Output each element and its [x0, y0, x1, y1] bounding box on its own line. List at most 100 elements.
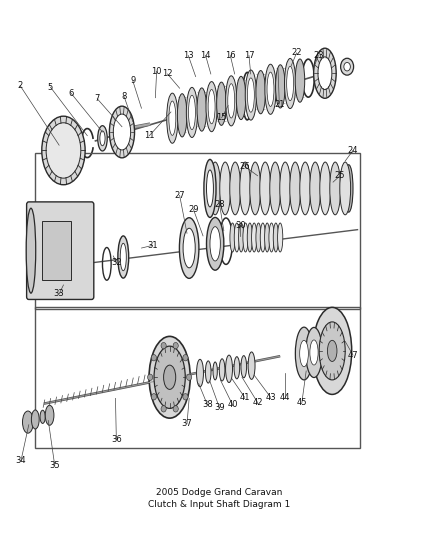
Ellipse shape [22, 411, 33, 433]
Ellipse shape [264, 64, 276, 115]
Ellipse shape [206, 217, 223, 270]
Ellipse shape [238, 223, 243, 252]
Ellipse shape [343, 62, 350, 71]
Text: 36: 36 [111, 435, 121, 444]
Text: 23: 23 [312, 51, 323, 60]
Ellipse shape [31, 410, 39, 429]
Ellipse shape [219, 162, 230, 215]
Ellipse shape [247, 223, 252, 252]
Ellipse shape [179, 217, 198, 278]
Ellipse shape [289, 162, 300, 215]
Ellipse shape [186, 87, 197, 138]
Ellipse shape [154, 346, 185, 408]
Ellipse shape [266, 72, 273, 107]
Text: 16: 16 [225, 51, 235, 60]
Text: 12: 12 [162, 69, 172, 78]
Text: 37: 37 [181, 419, 192, 428]
Text: 24: 24 [347, 146, 357, 155]
Text: 5: 5 [48, 83, 53, 92]
Ellipse shape [225, 355, 232, 383]
Circle shape [182, 354, 187, 361]
Text: 25: 25 [334, 171, 344, 180]
Text: 6: 6 [68, 89, 74, 98]
Text: 9: 9 [130, 76, 135, 85]
Ellipse shape [284, 59, 295, 109]
Text: 29: 29 [188, 205, 198, 214]
Ellipse shape [339, 162, 350, 215]
Ellipse shape [272, 223, 278, 252]
Circle shape [151, 354, 156, 361]
Ellipse shape [203, 159, 215, 217]
Text: 10: 10 [151, 67, 162, 76]
Text: 26: 26 [239, 162, 249, 171]
Text: 43: 43 [265, 393, 276, 402]
Ellipse shape [313, 48, 336, 98]
Text: 34: 34 [16, 456, 26, 465]
Ellipse shape [312, 308, 351, 394]
Ellipse shape [45, 405, 54, 425]
Ellipse shape [40, 410, 45, 423]
Ellipse shape [259, 162, 270, 215]
Ellipse shape [208, 90, 215, 124]
Ellipse shape [318, 322, 344, 380]
Text: 32: 32 [111, 258, 121, 267]
Text: 33: 33 [53, 289, 64, 298]
Circle shape [182, 394, 187, 400]
Text: 40: 40 [227, 400, 237, 409]
Ellipse shape [196, 359, 203, 387]
Ellipse shape [163, 365, 175, 390]
Ellipse shape [98, 126, 107, 151]
Circle shape [161, 343, 166, 349]
Ellipse shape [46, 123, 81, 178]
Circle shape [161, 406, 166, 412]
Ellipse shape [242, 223, 247, 252]
Ellipse shape [260, 223, 265, 252]
Ellipse shape [299, 162, 310, 215]
Ellipse shape [264, 223, 269, 252]
Text: 7: 7 [94, 94, 100, 103]
Ellipse shape [227, 84, 234, 118]
Ellipse shape [247, 78, 254, 112]
Circle shape [186, 374, 191, 381]
Text: 47: 47 [347, 351, 357, 360]
Ellipse shape [329, 162, 340, 215]
Text: 2: 2 [18, 81, 23, 90]
FancyBboxPatch shape [27, 202, 94, 300]
Text: 14: 14 [200, 51, 210, 60]
Text: 8: 8 [121, 92, 127, 101]
Ellipse shape [240, 356, 246, 378]
Ellipse shape [236, 76, 245, 119]
Ellipse shape [305, 327, 321, 377]
Ellipse shape [255, 70, 265, 114]
Ellipse shape [219, 359, 224, 381]
Ellipse shape [212, 362, 217, 380]
Ellipse shape [113, 114, 131, 150]
Text: 31: 31 [147, 241, 157, 250]
Ellipse shape [317, 57, 331, 90]
Ellipse shape [233, 357, 239, 379]
Ellipse shape [319, 162, 330, 215]
Ellipse shape [99, 131, 105, 146]
Ellipse shape [277, 223, 282, 252]
Ellipse shape [294, 59, 304, 102]
Ellipse shape [269, 162, 280, 215]
Ellipse shape [225, 76, 237, 126]
Text: 44: 44 [279, 393, 289, 402]
Text: 38: 38 [201, 400, 212, 409]
Text: 22: 22 [291, 49, 301, 58]
Ellipse shape [26, 208, 35, 293]
Text: 11: 11 [144, 131, 154, 140]
Ellipse shape [229, 162, 240, 215]
Text: 35: 35 [49, 462, 60, 471]
Ellipse shape [295, 327, 312, 380]
Ellipse shape [216, 82, 226, 125]
Text: 13: 13 [183, 51, 193, 60]
Ellipse shape [309, 162, 320, 215]
Ellipse shape [234, 223, 239, 252]
Ellipse shape [177, 94, 187, 137]
Text: 17: 17 [243, 51, 254, 60]
Text: 41: 41 [239, 393, 249, 402]
Text: 30: 30 [234, 221, 245, 230]
Ellipse shape [209, 227, 220, 261]
Text: 28: 28 [214, 200, 224, 209]
